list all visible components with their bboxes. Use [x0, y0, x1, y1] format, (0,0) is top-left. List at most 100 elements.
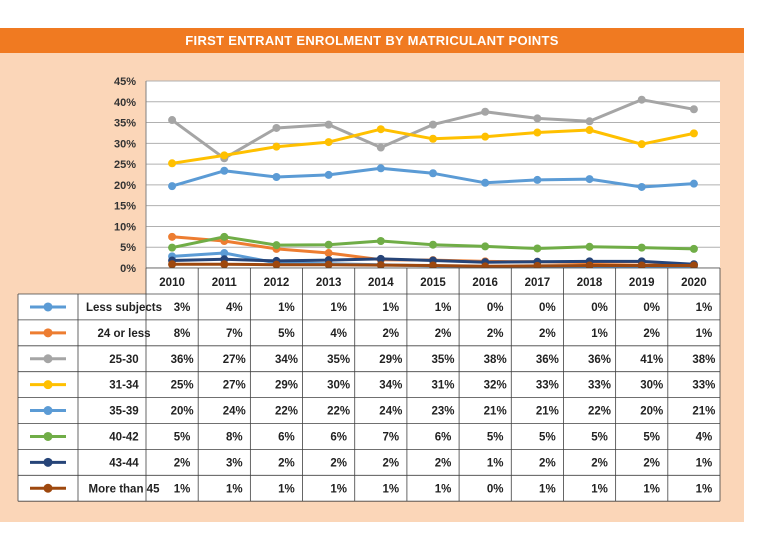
data-table-cell: 2%: [330, 457, 347, 469]
data-point: [168, 260, 177, 269]
data-point: [585, 117, 594, 126]
data-point: [168, 243, 177, 252]
data-table-cell: 36%: [171, 354, 194, 366]
data-point: [272, 260, 281, 269]
data-table-cell: 29%: [379, 354, 402, 366]
data-point: [324, 120, 333, 129]
data-table-cell: 2%: [539, 328, 556, 340]
data-table-cell: 4%: [226, 302, 243, 314]
series-name-label: More than 45: [89, 483, 161, 495]
series-name-label: 24 or less: [97, 328, 150, 340]
data-table-cell: 1%: [696, 483, 713, 495]
data-table-cell: 2%: [591, 457, 608, 469]
legend-key-marker: [43, 380, 53, 390]
data-point: [481, 132, 490, 141]
data-table-cell: 2%: [435, 328, 452, 340]
x-category-label: 2013: [316, 277, 342, 289]
legend-key-marker: [43, 406, 53, 416]
x-category-label: 2011: [212, 277, 238, 289]
x-category-label: 2019: [629, 277, 655, 289]
data-table-cell: 0%: [591, 302, 608, 314]
data-table-cell: 21%: [692, 406, 715, 418]
data-table-cell: 2%: [487, 328, 504, 340]
data-point: [376, 164, 385, 173]
data-table-cell: 2%: [643, 457, 660, 469]
series-name-label: 25-30: [109, 354, 138, 366]
x-category-label: 2010: [159, 277, 185, 289]
y-tick-label: 20%: [114, 180, 136, 192]
data-table-cell: 29%: [275, 380, 298, 392]
data-point: [637, 261, 646, 270]
data-point: [324, 260, 333, 269]
series-name-label: 40-42: [109, 431, 138, 443]
data-point: [585, 242, 594, 251]
x-category-label: 2017: [525, 277, 551, 289]
data-point: [220, 151, 229, 160]
data-table-cell: 6%: [435, 431, 452, 443]
data-table-cell: 0%: [539, 302, 556, 314]
data-point: [429, 261, 437, 270]
data-point: [376, 236, 385, 245]
data-table-cell: 6%: [330, 431, 347, 443]
data-point: [689, 244, 698, 253]
y-tick-label: 15%: [114, 201, 136, 213]
data-table-cell: 3%: [174, 302, 191, 314]
data-table-cell: 1%: [696, 302, 713, 314]
data-point: [324, 138, 333, 147]
data-table-cell: 22%: [275, 406, 298, 418]
data-table-cell: 4%: [696, 431, 713, 443]
data-table-cell: 36%: [588, 354, 611, 366]
x-category-label: 2015: [420, 277, 446, 289]
data-table-cell: 1%: [696, 457, 713, 469]
data-point: [220, 249, 229, 258]
data-table-cell: 1%: [278, 483, 295, 495]
data-table-cell: 2%: [435, 457, 452, 469]
data-point: [689, 261, 698, 270]
data-table-cell: 1%: [487, 457, 504, 469]
data-table-cell: 1%: [643, 483, 660, 495]
data-table-cell: 1%: [330, 302, 347, 314]
data-table-cell: 1%: [435, 483, 452, 495]
data-table-cell: 23%: [431, 406, 454, 418]
data-point: [220, 166, 229, 175]
data-table-cell: 1%: [174, 483, 191, 495]
series-name-label: 35-39: [109, 406, 138, 418]
data-table-cell: 1%: [591, 483, 608, 495]
data-point: [533, 175, 542, 184]
data-table-cell: 20%: [640, 406, 663, 418]
data-point: [429, 169, 437, 178]
data-table-cell: 35%: [327, 354, 350, 366]
data-table-cell: 5%: [591, 431, 608, 443]
data-table-cell: 38%: [484, 354, 507, 366]
data-table-cell: 8%: [226, 431, 243, 443]
data-point: [220, 260, 229, 269]
y-tick-label: 30%: [114, 138, 136, 150]
data-table-cell: 0%: [487, 302, 504, 314]
data-table-cell: 36%: [536, 354, 559, 366]
data-table-cell: 2%: [383, 457, 400, 469]
data-table-cell: 35%: [431, 354, 454, 366]
data-table-cell: 5%: [643, 431, 660, 443]
data-table-cell: 2%: [174, 457, 191, 469]
data-table-cell: 2%: [383, 328, 400, 340]
data-point: [376, 254, 385, 263]
data-table-cell: 3%: [226, 457, 243, 469]
data-point: [585, 261, 594, 270]
data-point: [637, 182, 646, 191]
x-category-label: 2014: [368, 277, 394, 289]
data-point: [272, 172, 281, 181]
legend-key-marker: [43, 457, 53, 467]
data-point: [585, 126, 594, 135]
data-table-cell: 2%: [643, 328, 660, 340]
y-tick-label: 45%: [114, 76, 136, 88]
data-point: [533, 244, 542, 253]
data-table-cell: 4%: [330, 328, 347, 340]
y-tick-label: 25%: [114, 159, 136, 171]
data-point: [429, 134, 437, 143]
data-point: [168, 159, 177, 168]
data-point: [637, 243, 646, 252]
data-point: [376, 125, 385, 134]
data-table-cell: 1%: [226, 483, 243, 495]
chart-title: FIRST ENTRANT ENROLMENT BY MATRICULANT P…: [0, 28, 744, 53]
